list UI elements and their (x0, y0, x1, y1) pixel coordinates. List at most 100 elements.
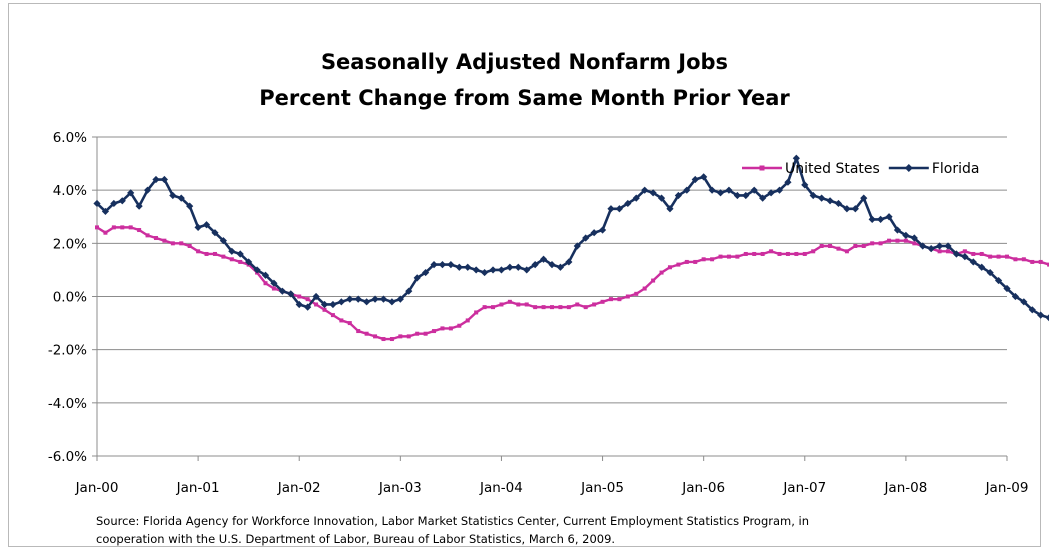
data-point-united-states (996, 254, 1001, 259)
data-point-florida (759, 194, 767, 202)
data-point-florida (548, 261, 556, 269)
series-line-florida (96, 156, 1049, 320)
legend-item-florida: Florida (888, 161, 979, 177)
data-point-florida (531, 261, 539, 269)
data-point-florida (219, 237, 227, 245)
data-point-united-states (979, 251, 984, 256)
data-point-florida (843, 205, 851, 213)
data-point-united-states (499, 302, 504, 307)
data-point-florida (700, 173, 708, 181)
data-point-united-states (204, 251, 209, 256)
x-axis-tick-labels: Jan-00 Jan-01 Jan-02 Jan-03 Jan-04 Jan-05 Jan-… (75, 480, 1029, 496)
data-point-united-states (196, 249, 201, 254)
data-point-florida (716, 189, 725, 197)
data-point-united-states (305, 297, 310, 302)
data-point-united-states (457, 323, 462, 328)
data-point-florida (733, 191, 741, 200)
data-point-florida (455, 263, 463, 271)
data-point-united-states (794, 251, 799, 256)
legend-label-united-states: United States (785, 161, 880, 177)
data-point-florida (767, 189, 775, 197)
data-point-united-states (314, 302, 319, 307)
data-point-united-states (381, 337, 386, 342)
data-point-florida (573, 242, 581, 250)
data-point-united-states (1038, 259, 1043, 264)
data-point-florida (1028, 306, 1036, 314)
data-point-florida (186, 202, 194, 210)
x-tick-label: Jan-04 (479, 480, 523, 496)
data-point-united-states (229, 257, 234, 262)
data-point-united-states (693, 259, 698, 264)
data-point-united-states (785, 251, 790, 256)
data-point-florida (523, 266, 531, 274)
data-point-united-states (777, 251, 782, 256)
data-point-united-states (263, 281, 268, 286)
data-point-united-states (962, 249, 967, 254)
data-point-florida (657, 194, 666, 202)
data-point-florida (935, 242, 944, 250)
data-point-florida (666, 205, 674, 213)
data-point-united-states (937, 249, 942, 254)
data-point-united-states (238, 259, 243, 264)
data-point-united-states (811, 249, 816, 254)
data-point-florida (994, 276, 1003, 285)
data-point-florida (1003, 284, 1011, 293)
data-point-florida (1011, 292, 1020, 301)
x-tick-label: Jan-06 (681, 480, 725, 496)
data-point-florida (354, 295, 362, 303)
data-point-florida (792, 154, 800, 162)
data-point-florida (910, 234, 918, 242)
data-point-united-states (271, 286, 276, 291)
data-point-florida (480, 268, 489, 277)
data-point-united-states (718, 254, 723, 259)
data-point-florida (388, 298, 396, 306)
y-axis-tick-labels: 6.0% 4.0% 2.0% 0.0% -2.0% -4.0% -6.0% (48, 130, 87, 465)
legend-item-united-states: United States (742, 161, 880, 177)
y-tick-label: -4.0% (48, 396, 87, 412)
data-point-florida (295, 300, 303, 309)
data-point-united-states (642, 286, 647, 291)
data-point-florida (278, 287, 286, 295)
data-point-united-states (676, 262, 681, 267)
data-point-united-states (853, 243, 858, 248)
data-point-united-states (162, 238, 167, 243)
data-point-florida (927, 245, 935, 253)
data-point-united-states (1030, 259, 1035, 264)
data-point-florida (818, 194, 826, 202)
data-point-united-states (625, 294, 630, 299)
data-point-florida (135, 202, 143, 210)
data-point-united-states (550, 305, 554, 310)
data-point-florida (177, 194, 185, 202)
data-point-united-states (448, 326, 453, 331)
data-point-florida (969, 258, 977, 266)
data-point-united-states (179, 241, 184, 246)
data-point-united-states (95, 225, 99, 230)
x-tick-label: Jan-07 (782, 480, 826, 496)
data-point-united-states (516, 302, 521, 307)
data-point-florida (961, 253, 969, 261)
data-point-florida (834, 199, 843, 208)
data-point-florida (211, 229, 219, 237)
data-point-florida (590, 229, 598, 237)
data-point-florida (160, 175, 169, 184)
data-point-united-states (726, 254, 731, 259)
data-point-united-states (836, 246, 841, 251)
data-point-united-states (297, 294, 302, 299)
data-point-florida (194, 223, 202, 231)
data-point-florida (228, 247, 236, 255)
data-point-florida (624, 199, 632, 208)
data-point-united-states (878, 241, 883, 246)
data-point-florida (877, 215, 885, 224)
source-line-1: Source: Florida Agency for Workforce Inn… (96, 514, 810, 528)
data-point-united-states (423, 331, 428, 336)
data-point-united-states (440, 326, 445, 331)
data-point-united-states (170, 241, 175, 246)
data-point-united-states (701, 257, 706, 262)
data-point-united-states (415, 331, 420, 336)
x-tick-label: Jan-02 (277, 480, 321, 496)
data-point-united-states (541, 305, 546, 310)
data-point-united-states (946, 249, 951, 254)
data-point-florida (152, 175, 160, 184)
data-point-florida (438, 261, 447, 269)
y-tick-label: -6.0% (48, 449, 87, 465)
